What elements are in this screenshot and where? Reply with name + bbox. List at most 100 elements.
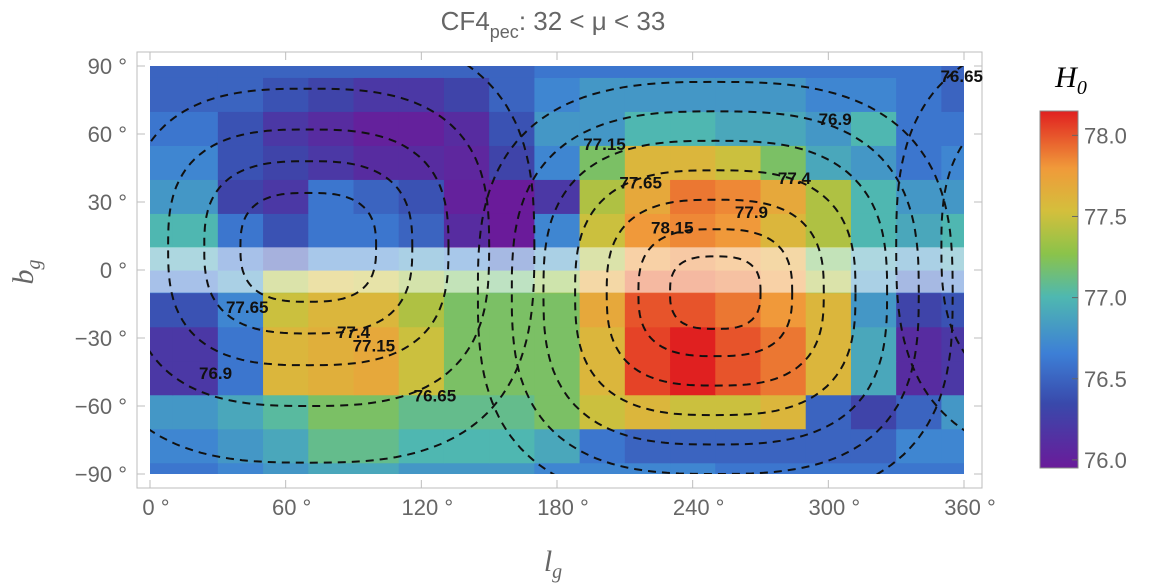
heatmap-cell [353, 292, 400, 328]
heatmap-cell [263, 394, 309, 430]
heatmap-cell [715, 360, 762, 396]
heatmap-cell [489, 66, 535, 78]
heatmap-cell [398, 462, 445, 474]
heatmap-cell [850, 77, 897, 112]
heatmap-cell [150, 292, 174, 328]
heatmap-cell [398, 179, 445, 214]
heatmap-cell [624, 111, 671, 146]
heatmap-cell [398, 77, 445, 112]
heatmap-cell [896, 462, 942, 474]
heatmap-cell [150, 66, 174, 78]
colorbar-tick-label: 77.0 [1084, 286, 1127, 311]
heatmap-cell [850, 360, 897, 396]
heatmap-cell [398, 360, 445, 396]
heatmap-cell [715, 462, 762, 474]
contour-line [150, 87, 491, 408]
heatmap-cell [670, 292, 716, 328]
heatmap-cell [805, 66, 852, 78]
heatmap-cell [760, 428, 807, 464]
heatmap-cell [263, 462, 309, 474]
heatmap-cell [896, 145, 942, 180]
heatmap-cell [805, 360, 852, 396]
chart-title: CF4pec: 32 < μ < 33 [441, 6, 666, 42]
contour-label: 76.9 [819, 110, 852, 129]
contour-label: 76.65 [940, 67, 983, 86]
heatmap-cell [850, 213, 897, 248]
contour-label: 76.65 [414, 386, 457, 405]
x-tick-label: 60 ° [272, 495, 311, 520]
heatmap-cell [850, 292, 897, 328]
heatmap-cell [308, 394, 355, 430]
heatmap-cell [579, 428, 626, 464]
heatmap-cell [760, 394, 807, 430]
heatmap-cell [398, 66, 445, 78]
heatmap-cell [150, 326, 174, 362]
heatmap-cell [443, 462, 490, 474]
heatmap-cell [896, 428, 942, 464]
heatmap-cell [805, 326, 852, 362]
y-tick-label: −90 ° [75, 462, 127, 487]
heatmap-cell [308, 292, 355, 328]
heatmap-cell [624, 360, 671, 396]
heatmap-cell [443, 66, 490, 78]
y-axis-label: bg [7, 260, 45, 285]
heatmap-cell [624, 292, 671, 328]
heatmap-cell [150, 462, 174, 474]
x-tick-label: 180 ° [537, 495, 589, 520]
x-tick-label: 300 ° [809, 495, 861, 520]
heatmap-cell [850, 66, 897, 78]
heatmap-cell [308, 66, 355, 78]
heatmap-cell [443, 428, 490, 464]
heatmap-cell [941, 77, 964, 112]
heatmap-cell [805, 394, 852, 430]
heatmap-cell [308, 428, 355, 464]
heatmap-cell [353, 462, 400, 474]
heatmap-cell [805, 111, 852, 146]
heatmap-cell [534, 394, 581, 430]
heatmap-cell [715, 111, 762, 146]
heatmap-cell [670, 213, 716, 248]
heatmap-cell [670, 145, 716, 180]
heatmap-cell [579, 66, 626, 78]
heatmap-cell [353, 428, 400, 464]
heatmap-cell [760, 145, 807, 180]
x-tick-label: 240 ° [673, 495, 725, 520]
heatmap-cell [760, 66, 807, 78]
heatmap-cell [715, 179, 762, 214]
contour-line [940, 140, 964, 354]
heatmap-cell [172, 462, 219, 474]
heatmap-cell [670, 394, 716, 430]
heatmap-cell [896, 326, 942, 362]
heatmap-cell [579, 462, 626, 474]
heatmap-cell [308, 326, 355, 362]
heatmap-cell [534, 111, 581, 146]
heatmap-cell [534, 66, 581, 78]
x-tick-label: 360 ° [944, 495, 996, 520]
contour-line [0, 170, 42, 415]
heatmap-cell [760, 77, 807, 112]
heatmap-cell [624, 462, 671, 474]
heatmap-cell [760, 213, 807, 248]
heatmap-cell [172, 213, 219, 248]
heatmap-cell [150, 394, 174, 430]
contour-label: 77.65 [226, 298, 269, 317]
contour-label: 77.15 [583, 135, 626, 154]
contour-line [574, 169, 857, 417]
y-tick-label: 0 ° [100, 258, 127, 283]
heatmap-cell [217, 326, 264, 362]
heatmap-cell [624, 428, 671, 464]
contour-label: 77.15 [353, 337, 396, 356]
heatmap-cell [850, 462, 897, 474]
heatmap-cell [150, 360, 174, 396]
heatmap-cell [398, 213, 445, 248]
heatmap-cell [398, 111, 445, 146]
heatmap-cell [941, 292, 964, 328]
heatmap-cell [670, 66, 716, 78]
heatmap-cell [805, 145, 852, 180]
heatmap-cell [896, 213, 942, 248]
heatmap-cell [443, 394, 490, 430]
heatmap-cell [217, 66, 264, 78]
heatmap-cell [670, 111, 716, 146]
heatmap-cell [172, 292, 219, 328]
heatmap-cell [150, 179, 174, 214]
